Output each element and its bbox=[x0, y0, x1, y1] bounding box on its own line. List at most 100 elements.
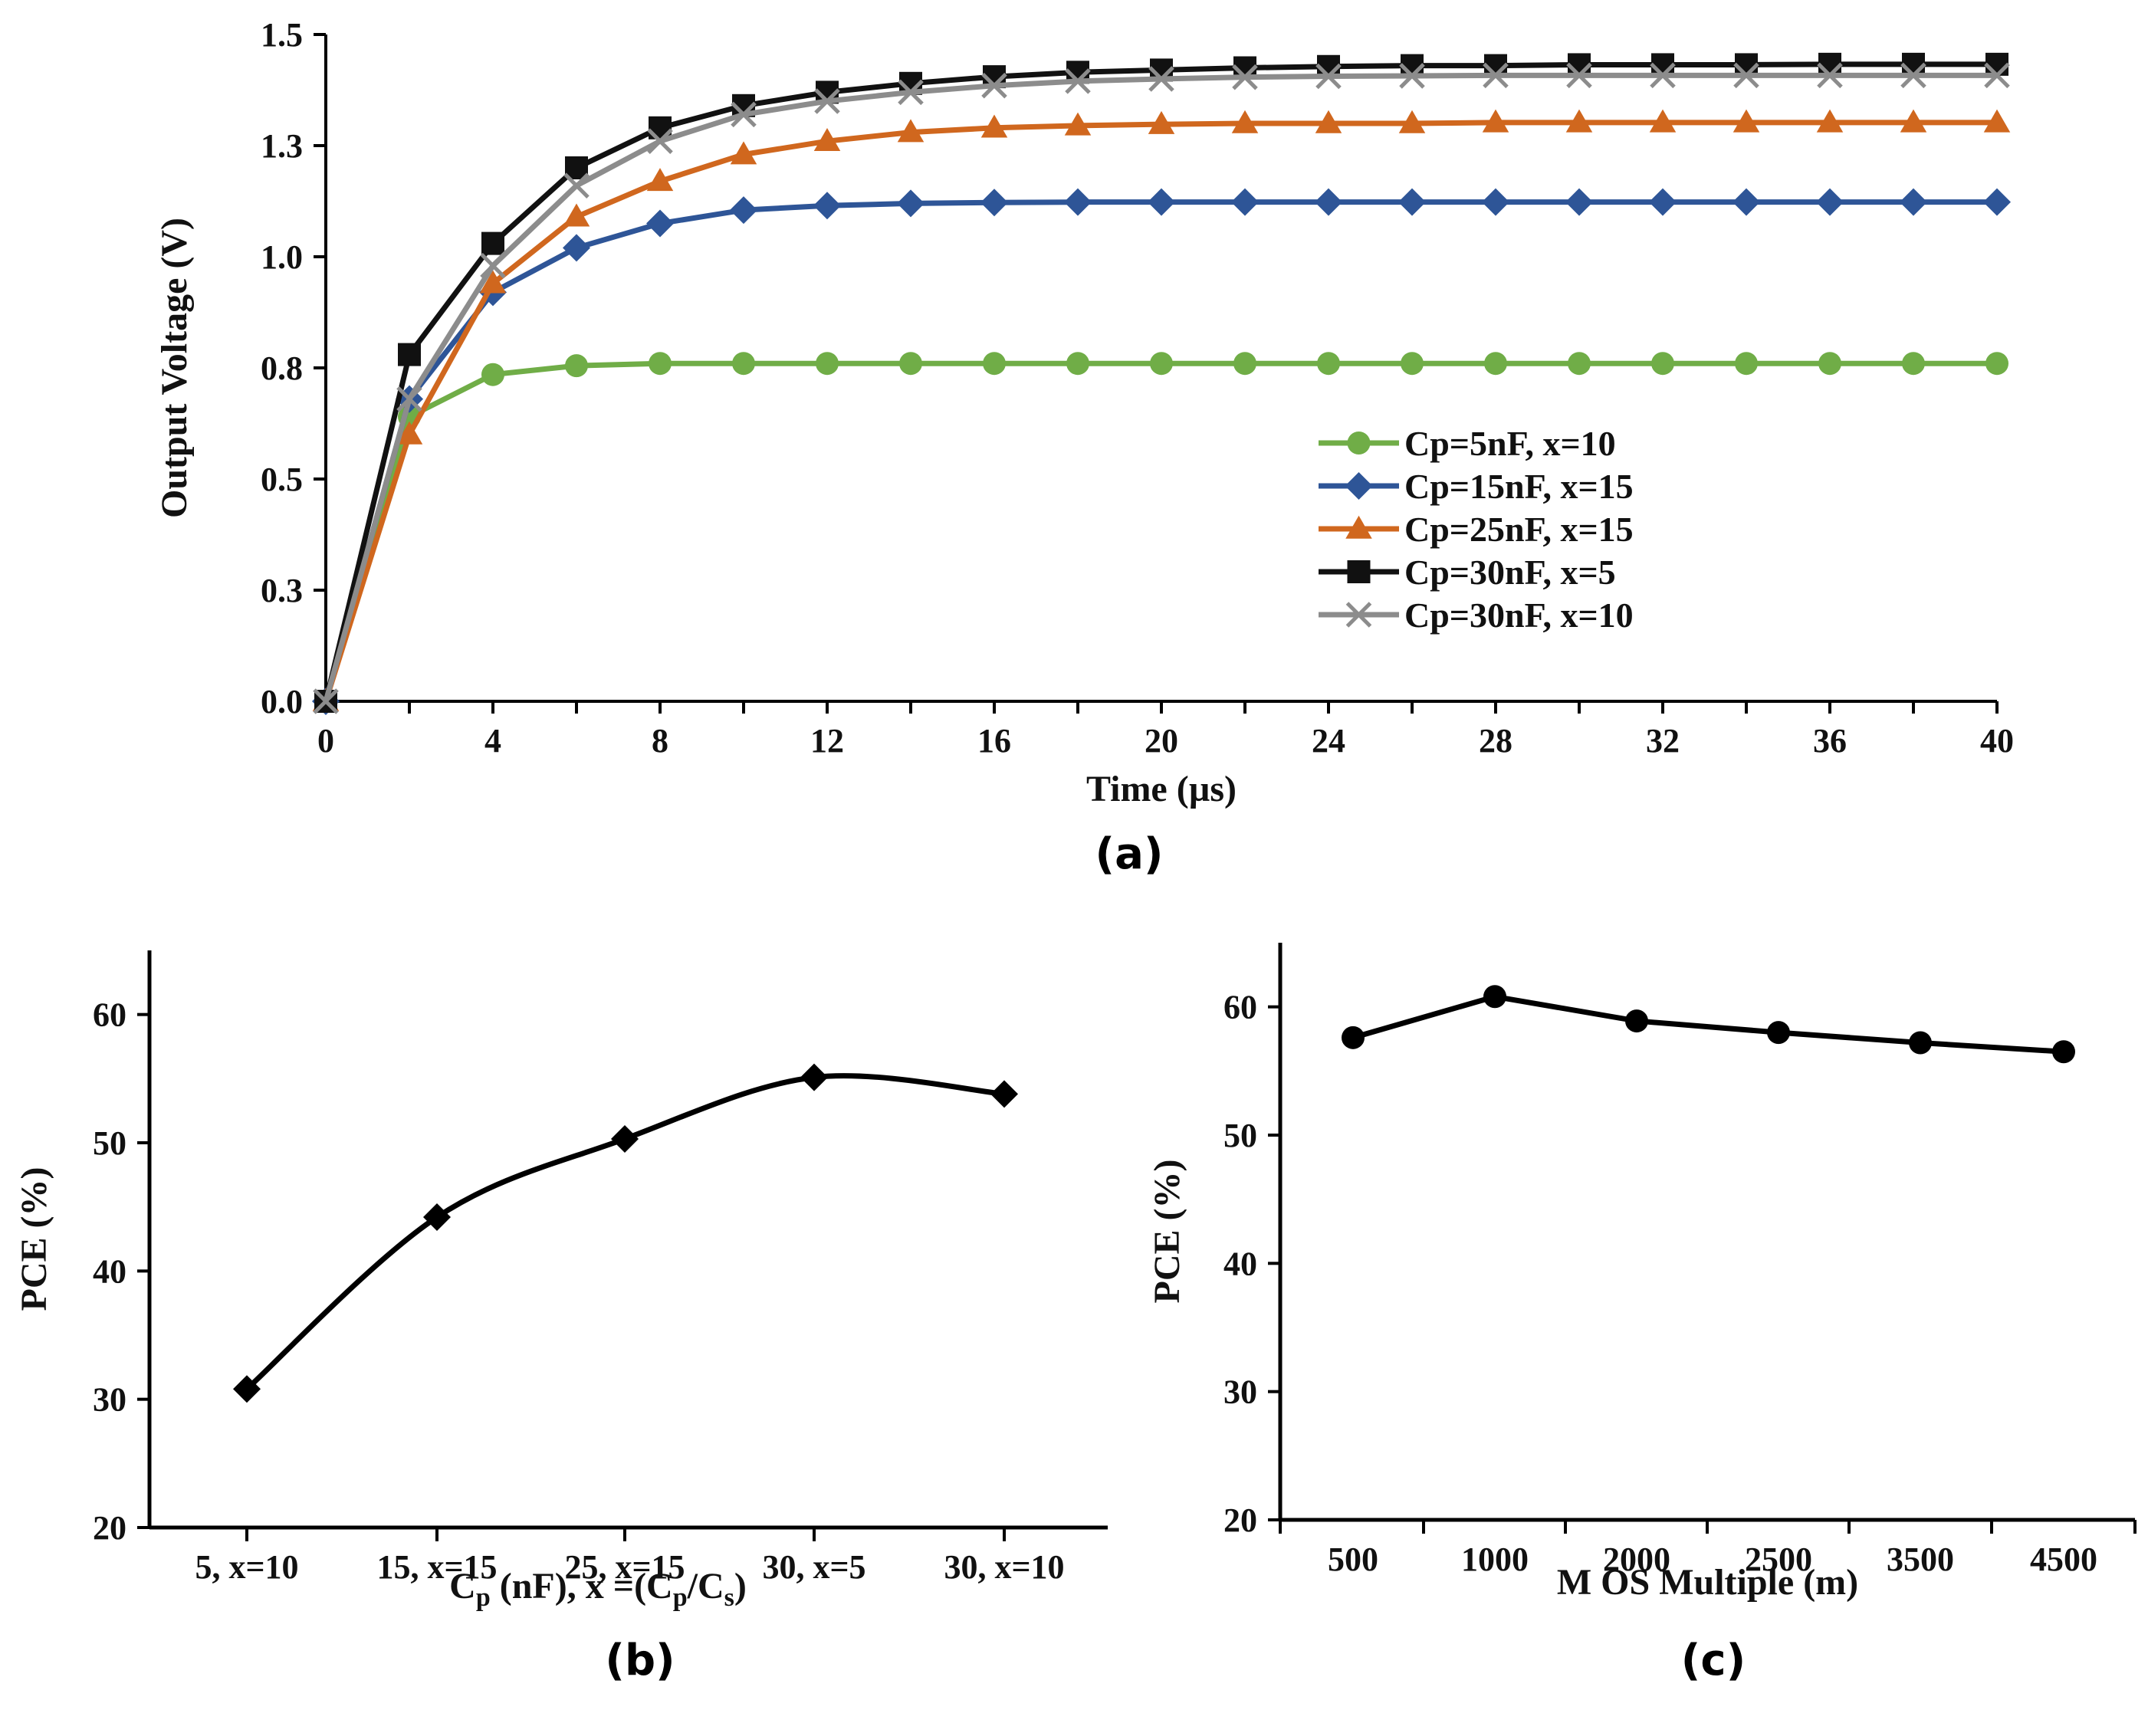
data-point-series-2 bbox=[1983, 109, 2011, 133]
data-point-series-0 bbox=[1902, 352, 1925, 376]
data-point-series-2 bbox=[1231, 110, 1259, 133]
x-tick-label-b: 30, x=10 bbox=[944, 1548, 1064, 1586]
x-tick-label-c: 2500 bbox=[1745, 1541, 1812, 1578]
x-tick-label-b: 5, x=10 bbox=[195, 1548, 298, 1586]
data-point-series-2 bbox=[1816, 109, 1844, 133]
x-tick-label-c: 3500 bbox=[1887, 1541, 1954, 1578]
y-axis-label-c: PCE (%) bbox=[1147, 1160, 1187, 1304]
y-tick-label-a: 1.3 bbox=[261, 127, 303, 165]
data-point-series-1 bbox=[1733, 188, 1760, 216]
data-point-c bbox=[1767, 1021, 1790, 1045]
data-point-series-2 bbox=[396, 421, 423, 445]
x-tick-label-b: 30, x=5 bbox=[762, 1548, 865, 1586]
y-tick-label-b: 20 bbox=[93, 1509, 126, 1547]
data-point-series-2 bbox=[1482, 109, 1509, 133]
chart-c: 20 30 40 50 60 500 1000 2000 2500 3500 4500 M OS Mu… bbox=[1147, 943, 2137, 1603]
data-point-series-2 bbox=[813, 127, 841, 151]
data-point-series-0 bbox=[565, 354, 588, 378]
legend-marker-0 bbox=[1347, 432, 1371, 455]
y-tick-label-b: 40 bbox=[93, 1252, 126, 1290]
data-point-c bbox=[1483, 985, 1506, 1009]
x-axis-label-subscript: p bbox=[476, 1583, 491, 1612]
data-point-series-0 bbox=[1568, 352, 1591, 376]
data-point-series-0 bbox=[899, 352, 922, 376]
data-point-series-1 bbox=[1816, 188, 1844, 216]
data-point-series-2 bbox=[1148, 110, 1175, 134]
data-point-series-3 bbox=[1818, 52, 1841, 76]
data-point-series-3 bbox=[1985, 52, 2008, 76]
data-point-series-1 bbox=[1231, 188, 1259, 216]
data-point-series-2 bbox=[897, 119, 925, 143]
panel-label-c: (c) bbox=[1681, 1636, 1746, 1685]
data-point-series-0 bbox=[1401, 352, 1424, 376]
data-point-series-3 bbox=[1568, 53, 1591, 77]
data-point-series-2 bbox=[1064, 112, 1092, 136]
x-tick-label-b: 25, x=15 bbox=[564, 1548, 685, 1586]
data-point-series-0 bbox=[649, 352, 672, 376]
data-point-series-1 bbox=[1064, 188, 1092, 216]
legend-label-1: Cp=15nF, x=15 bbox=[1404, 467, 1634, 506]
x-axis-label-subscript: s bbox=[724, 1583, 734, 1612]
data-point-series-0 bbox=[1233, 352, 1256, 376]
legend-marker-3 bbox=[1347, 560, 1371, 583]
y-tick-label-a: 1.0 bbox=[261, 238, 303, 276]
x-tick-label-c: 2000 bbox=[1603, 1541, 1670, 1578]
data-point-series-4 bbox=[731, 101, 757, 128]
data-point-series-2 bbox=[730, 141, 757, 165]
data-point-series-2 bbox=[479, 270, 507, 294]
y-tick-label-c: 20 bbox=[1223, 1501, 1257, 1539]
y-axis-label-a: Output Voltage (V) bbox=[154, 218, 195, 518]
y-tick-label-a: 0.0 bbox=[261, 683, 303, 720]
panel-label-a: (a) bbox=[1095, 829, 1164, 879]
data-point-series-4 bbox=[898, 79, 924, 106]
y-tick-label-a: 0.3 bbox=[261, 572, 303, 609]
data-point-series-4 bbox=[396, 386, 422, 412]
series-line-1 bbox=[323, 199, 1997, 702]
data-point-b bbox=[233, 1375, 261, 1403]
x-tick-label-c: 4500 bbox=[2030, 1541, 2097, 1578]
x-axis-label-b: Cp (nF), x =(Cp/Cs) bbox=[449, 1566, 747, 1612]
x-axis-label-subscript: p bbox=[673, 1583, 688, 1612]
x-tick-label-a: 8 bbox=[652, 722, 668, 760]
data-point-series-4 bbox=[1817, 62, 1843, 89]
data-point-series-0 bbox=[732, 352, 755, 376]
data-point-series-2 bbox=[1398, 110, 1426, 133]
x-tick-label-c: 500 bbox=[1328, 1541, 1378, 1578]
data-point-series-4 bbox=[1232, 64, 1258, 90]
legend-label-0: Cp=5nF, x=10 bbox=[1404, 424, 1616, 463]
data-point-series-3 bbox=[1902, 52, 1925, 76]
data-point-series-0 bbox=[1317, 352, 1340, 376]
data-point-series-0 bbox=[1066, 352, 1089, 376]
x-tick-label-a: 40 bbox=[1980, 722, 2014, 760]
data-point-series-3 bbox=[398, 343, 421, 366]
data-point-series-4 bbox=[480, 252, 506, 279]
data-point-series-1 bbox=[1983, 188, 2011, 216]
x-tick-label-b: 15, x=15 bbox=[376, 1548, 497, 1586]
data-point-series-4 bbox=[981, 72, 1007, 99]
x-axis-label-part: C bbox=[449, 1566, 476, 1606]
data-point-series-2 bbox=[646, 168, 674, 192]
data-point-series-2 bbox=[1315, 110, 1342, 133]
data-point-series-0 bbox=[1484, 352, 1507, 376]
x-axis-label-part: ) bbox=[734, 1566, 747, 1606]
data-point-series-1 bbox=[1900, 188, 1927, 216]
legend-label-3: Cp=30nF, x=5 bbox=[1404, 553, 1616, 592]
data-point-series-0 bbox=[983, 352, 1006, 376]
y-tick-label-b: 50 bbox=[93, 1124, 126, 1162]
legend-marker-2 bbox=[1345, 515, 1372, 539]
data-point-series-4 bbox=[1566, 62, 1592, 89]
data-point-series-4 bbox=[1483, 62, 1509, 89]
data-point-b bbox=[800, 1063, 828, 1091]
y-axis-label-b: PCE (%) bbox=[14, 1167, 54, 1311]
panel-label-b: (b) bbox=[605, 1636, 675, 1685]
data-point-c bbox=[1625, 1009, 1648, 1033]
data-point-series-1 bbox=[1148, 188, 1175, 216]
x-axis-label-c: M OS Multiple (m) bbox=[1557, 1562, 1858, 1603]
data-point-series-1 bbox=[897, 189, 925, 218]
y-tick-label-a: 0.5 bbox=[261, 461, 303, 498]
data-point-series-3 bbox=[481, 231, 504, 255]
legend-marker-4 bbox=[1345, 602, 1372, 628]
data-point-series-4 bbox=[313, 688, 339, 714]
data-point-b bbox=[423, 1203, 451, 1232]
legend-label-2: Cp=25nF, x=15 bbox=[1404, 510, 1634, 549]
